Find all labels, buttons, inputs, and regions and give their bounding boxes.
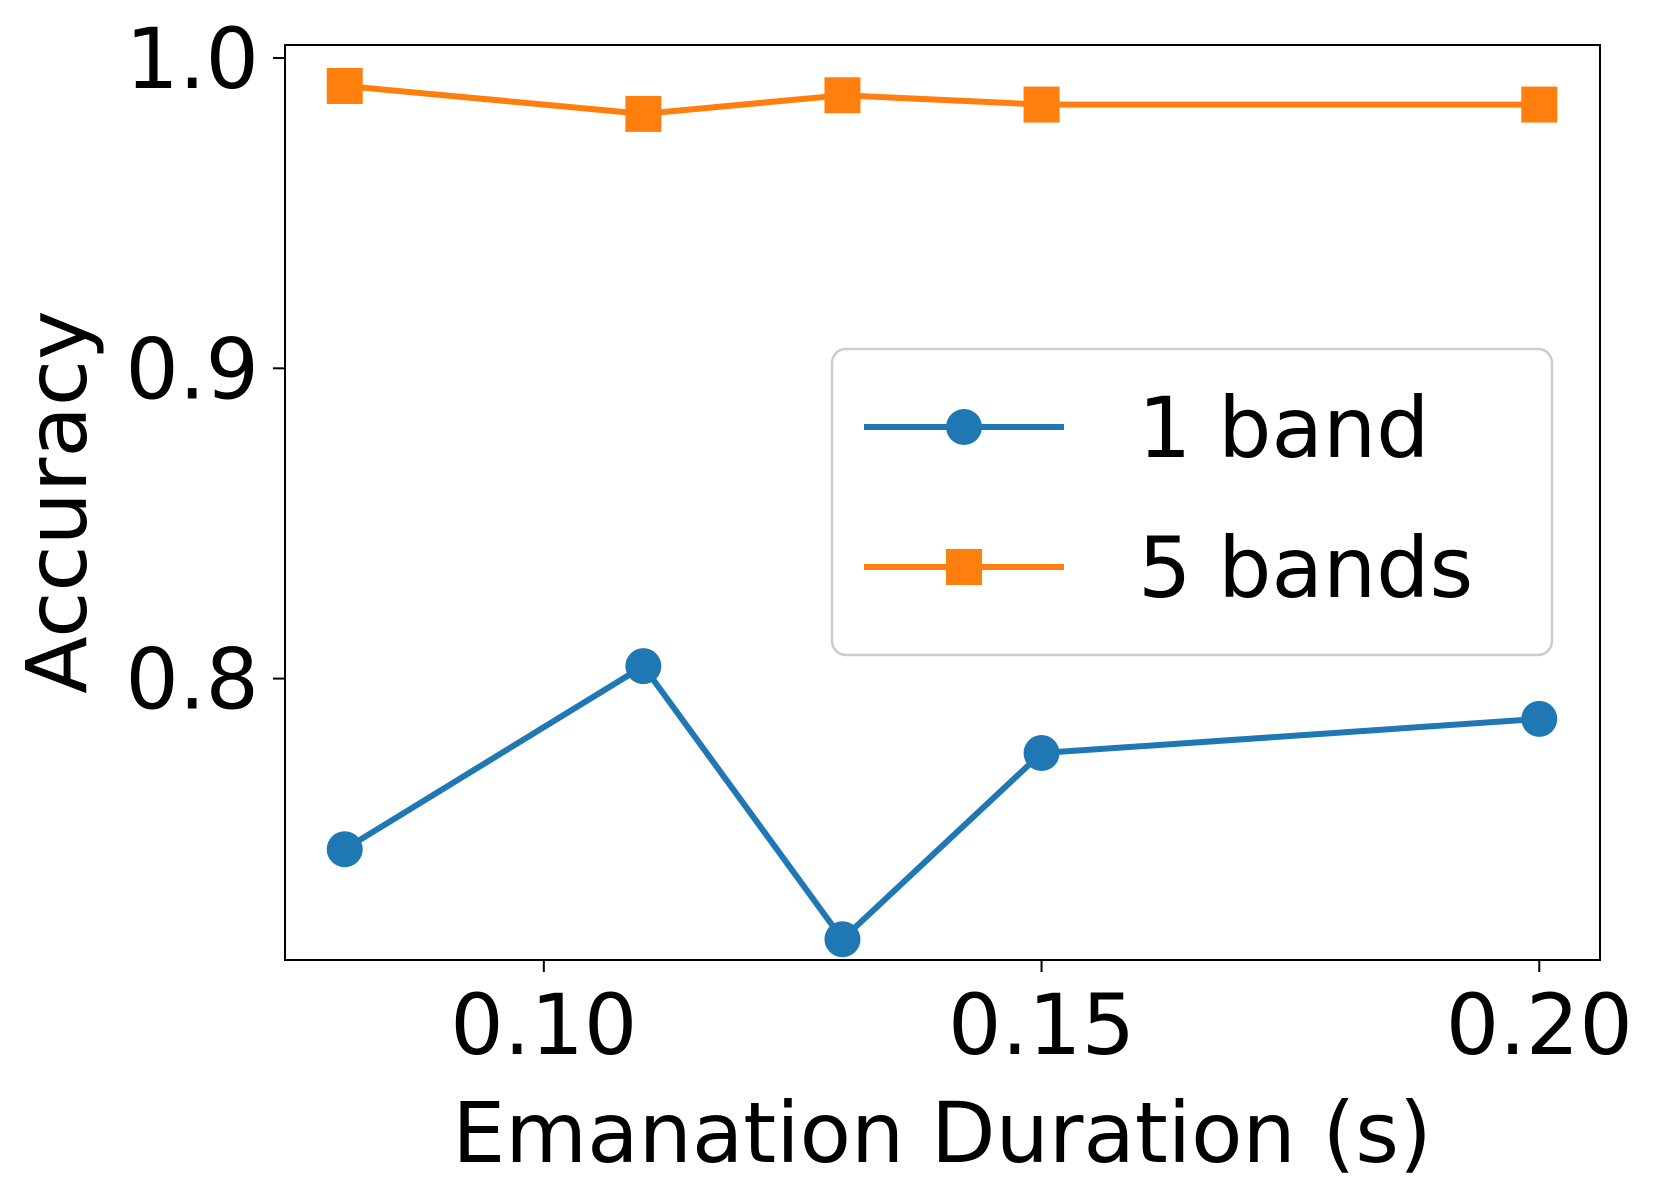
legend-marker-1-band — [946, 409, 982, 445]
legend-marker-5-bands — [946, 549, 982, 585]
data-point-5-bands — [625, 95, 662, 132]
x-tick-label: 0.10 — [450, 976, 637, 1074]
series-layer — [326, 67, 1558, 958]
data-point-1-band — [824, 921, 861, 958]
ticks-layer: 0.10 0.15 0.20 0.8 0.9 1.0 — [125, 10, 1632, 1074]
data-point-1-band — [1023, 735, 1060, 772]
legend-label-1-band: 1 band — [1138, 379, 1430, 477]
series-5-bands — [326, 67, 1558, 132]
x-tick-label: 0.20 — [1446, 976, 1633, 1074]
legend: 1 band 5 bands — [830, 347, 1554, 657]
data-point-1-band — [625, 648, 662, 685]
y-axis-label: Accuracy — [8, 310, 106, 694]
data-point-5-bands — [824, 77, 861, 114]
y-tick-label: 0.8 — [125, 631, 259, 729]
y-tick-label: 1.0 — [125, 10, 259, 108]
data-point-5-bands — [1023, 86, 1060, 123]
series-1-band — [326, 648, 1558, 958]
legend-entries: 1 band 5 bands — [864, 379, 1473, 617]
data-point-1-band — [326, 831, 363, 868]
data-point-1-band — [1521, 700, 1558, 737]
x-axis-label: Emanation Duration (s) — [452, 1084, 1432, 1182]
plot-frame — [284, 44, 1601, 961]
y-tick-label: 0.9 — [125, 320, 259, 418]
data-point-5-bands — [1521, 86, 1558, 123]
data-point-5-bands — [326, 67, 363, 104]
legend-label-5-bands: 5 bands — [1138, 519, 1473, 617]
x-tick-label: 0.15 — [948, 976, 1135, 1074]
